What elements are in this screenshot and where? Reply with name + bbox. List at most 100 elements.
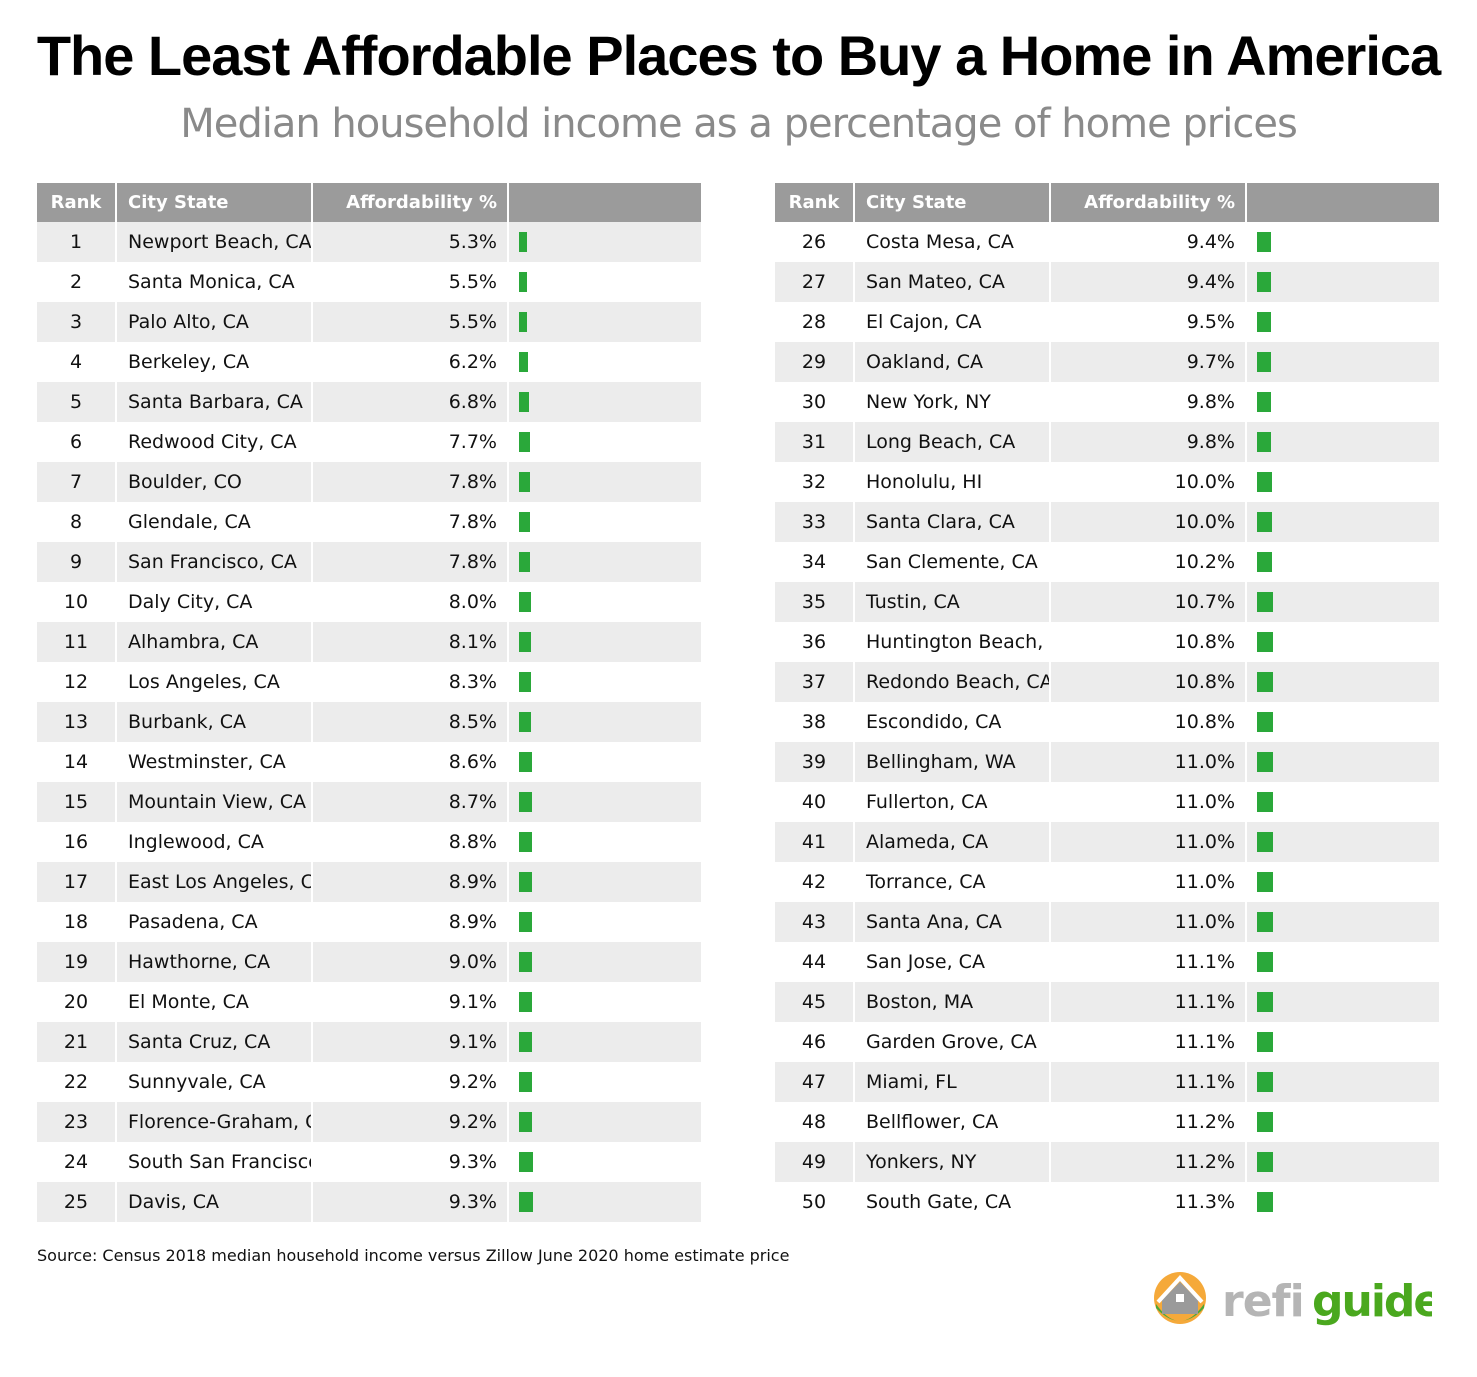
header-barc bbox=[507, 183, 701, 222]
affordability-bar bbox=[519, 1032, 533, 1052]
bar-cell bbox=[1245, 1142, 1439, 1182]
affordability-bar bbox=[1257, 1152, 1274, 1172]
bar-cell bbox=[507, 262, 701, 302]
city-cell: South San Francisco, CA bbox=[128, 1151, 311, 1173]
affordability-bar bbox=[519, 472, 531, 492]
rank-cell: 25 bbox=[63, 1191, 89, 1213]
affordability-bar bbox=[519, 512, 531, 532]
affordability-bar bbox=[1257, 872, 1273, 892]
affordability-cell: 9.2% bbox=[448, 1071, 497, 1093]
bar-cell bbox=[507, 582, 701, 622]
affordability-cell: 8.0% bbox=[448, 591, 497, 613]
rank-cell: 49 bbox=[801, 1151, 827, 1173]
table-row: 5 Santa Barbara, CA 6.8% bbox=[37, 382, 701, 422]
affordability-bar bbox=[1257, 272, 1271, 292]
city-cell: Santa Ana, CA bbox=[853, 902, 1049, 942]
affordability-cell: 9.8% bbox=[1186, 391, 1235, 413]
rank-cell: 21 bbox=[63, 1031, 89, 1053]
rank-cell: 5 bbox=[69, 391, 83, 413]
affordability-bar bbox=[519, 312, 527, 332]
rank-cell: 33 bbox=[801, 511, 827, 533]
bar-cell bbox=[507, 342, 701, 382]
city-cell: Daly City, CA bbox=[128, 591, 253, 613]
affordability-cell: 11.1% bbox=[1049, 1062, 1245, 1102]
affordability-bar bbox=[519, 992, 533, 1012]
table-row: 16 Inglewood, CA 8.8% bbox=[37, 822, 701, 862]
affordability-cell: 8.9% bbox=[448, 911, 497, 933]
city-cell: San Mateo, CA bbox=[853, 262, 1049, 302]
rank-cell: 15 bbox=[63, 791, 89, 813]
table-row: 15 Mountain View, CA 8.7% bbox=[37, 782, 701, 822]
affordability-cell: 8.1% bbox=[311, 622, 507, 662]
affordability-cell: 5.3% bbox=[311, 222, 507, 262]
rank-cell: 32 bbox=[801, 471, 827, 493]
rank-cell: 27 bbox=[801, 271, 827, 293]
city-cell: Santa Cruz, CA bbox=[115, 1022, 311, 1062]
affordability-bar bbox=[519, 792, 532, 812]
city-cell: Huntington Beach, CA bbox=[866, 631, 1049, 653]
table-row: 44 San Jose, CA 11.1% bbox=[775, 942, 1439, 982]
bar-cell bbox=[507, 382, 701, 422]
bar-cell bbox=[507, 1102, 701, 1142]
affordability-cell: 10.8% bbox=[1174, 631, 1235, 653]
rank-cell: 35 bbox=[801, 591, 827, 613]
table-row: 27 San Mateo, CA 9.4% bbox=[775, 262, 1439, 302]
bar-cell bbox=[1245, 502, 1439, 542]
affordability-bar bbox=[1257, 392, 1272, 412]
affordability-bar bbox=[1257, 352, 1272, 372]
city-cell: Costa Mesa, CA bbox=[866, 231, 1014, 253]
city-cell: Torrance, CA bbox=[866, 871, 986, 893]
affordability-bar bbox=[519, 1192, 533, 1212]
affordability-bar bbox=[1257, 952, 1274, 972]
affordability-bar bbox=[1257, 472, 1272, 492]
svg-text:guide: guide bbox=[1312, 1276, 1432, 1327]
affordability-cell: 5.5% bbox=[311, 302, 507, 342]
affordability-bar bbox=[1257, 672, 1273, 692]
affordability-cell: 9.0% bbox=[311, 942, 507, 982]
city-cell: Westminster, CA bbox=[128, 751, 286, 773]
rank-cell: 7 bbox=[69, 471, 83, 493]
affordability-cell: 7.8% bbox=[448, 511, 497, 533]
table-row: 50 South Gate, CA 11.3% bbox=[775, 1182, 1439, 1222]
affordability-bar bbox=[1257, 912, 1273, 932]
affordability-bar bbox=[1257, 1112, 1274, 1132]
affordability-bar bbox=[1257, 552, 1272, 572]
city-cell: Davis, CA bbox=[115, 1182, 311, 1222]
table-row: 41 Alameda, CA 11.0% bbox=[775, 822, 1439, 862]
source-note: Source: Census 2018 median household inc… bbox=[37, 1246, 790, 1265]
affordability-bar bbox=[519, 952, 532, 972]
affordability-cell: 9.5% bbox=[1186, 311, 1235, 333]
bar-cell bbox=[1245, 942, 1439, 982]
rank-cell: 18 bbox=[63, 911, 89, 933]
rank-cell: 14 bbox=[63, 751, 89, 773]
affordability-cell: 6.8% bbox=[311, 382, 507, 422]
rank-cell: 2 bbox=[69, 271, 83, 293]
table-row: 13 Burbank, CA 8.5% bbox=[37, 702, 701, 742]
bar-cell bbox=[507, 862, 701, 902]
table-row: 21 Santa Cruz, CA 9.1% bbox=[37, 1022, 701, 1062]
rank-cell: 9 bbox=[69, 551, 83, 573]
affordability-bar bbox=[1257, 432, 1272, 452]
rank-cell: 40 bbox=[801, 791, 827, 813]
rank-cell: 24 bbox=[63, 1151, 89, 1173]
bar-cell bbox=[1245, 662, 1439, 702]
rank-cell: 42 bbox=[801, 871, 827, 893]
city-cell: Bellingham, WA bbox=[853, 742, 1049, 782]
affordability-cell: 11.0% bbox=[1049, 902, 1245, 942]
affordability-bar bbox=[519, 752, 532, 772]
rank-cell: 13 bbox=[63, 711, 89, 733]
affordability-cell: 11.2% bbox=[1049, 1142, 1245, 1182]
header-aff: Affordability % bbox=[311, 183, 507, 222]
affordability-bar bbox=[1257, 712, 1273, 732]
bar-cell bbox=[1245, 382, 1439, 422]
affordability-bar bbox=[519, 232, 527, 252]
table-row: 26 Costa Mesa, CA 9.4% bbox=[775, 222, 1439, 262]
rank-cell: 45 bbox=[801, 991, 827, 1013]
affordability-bar bbox=[1257, 1032, 1274, 1052]
table-row: 12 Los Angeles, CA 8.3% bbox=[37, 662, 701, 702]
rank-cell: 26 bbox=[801, 231, 827, 253]
affordability-cell: 11.1% bbox=[1174, 1031, 1235, 1053]
table-row: 6 Redwood City, CA 7.7% bbox=[37, 422, 701, 462]
affordability-bar bbox=[1257, 992, 1274, 1012]
bar-cell bbox=[1245, 1062, 1439, 1102]
